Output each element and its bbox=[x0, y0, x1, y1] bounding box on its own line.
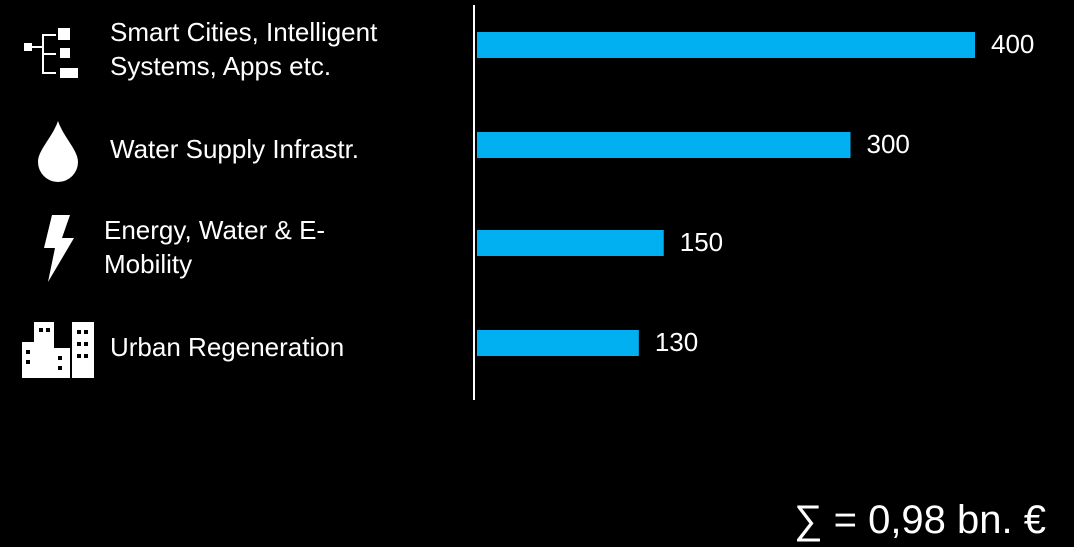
category-label: Smart Cities, Intelligent Systems, Apps … bbox=[110, 17, 378, 81]
category-label: Urban Regeneration bbox=[110, 332, 345, 362]
bar bbox=[477, 132, 851, 158]
value-label: 150 bbox=[680, 227, 723, 257]
icon-network bbox=[24, 28, 78, 78]
value-label: 400 bbox=[991, 29, 1034, 59]
bar bbox=[477, 32, 975, 58]
category-label: Water Supply Infrastr. bbox=[110, 134, 360, 164]
sum-annotation: ∑ = 0,98 bn. € bbox=[793, 498, 1046, 542]
bar bbox=[477, 230, 664, 256]
value-label: 300 bbox=[867, 129, 910, 159]
icon-buildings bbox=[22, 322, 94, 378]
bar bbox=[477, 330, 639, 356]
value-label: 130 bbox=[655, 327, 698, 357]
icon-drop bbox=[38, 121, 78, 182]
icon-lightning bbox=[44, 215, 74, 282]
category-label: Energy, Water & E-Mobility bbox=[104, 215, 326, 279]
